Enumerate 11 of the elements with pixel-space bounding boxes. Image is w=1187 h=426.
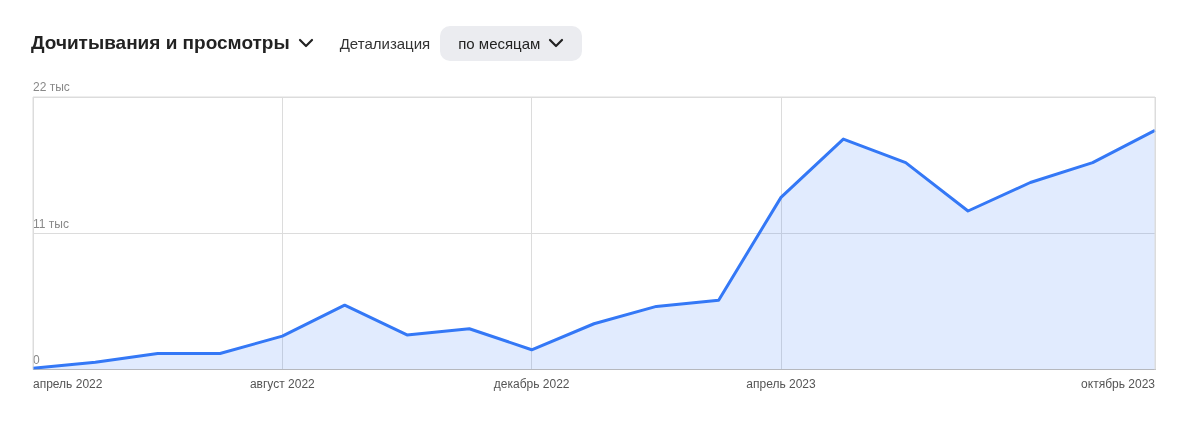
x-tick-label: август 2022 xyxy=(249,377,316,392)
y-tick-label: 0 xyxy=(33,352,40,367)
x-tick-label: апрель 2022 xyxy=(33,377,103,392)
chart-title: Дочитывания и просмотры xyxy=(31,32,290,54)
x-tick-label: апрель 2023 xyxy=(746,377,817,392)
text: Детализация xyxy=(339,34,431,52)
text: по месяцам xyxy=(458,34,541,52)
x-tick-label: декабрь 2022 xyxy=(493,377,570,392)
y-tick-label: 11 тыс xyxy=(33,216,69,231)
y-tick-label: 22 тыс xyxy=(33,80,70,95)
x-tick-label: октябрь 2023 xyxy=(1081,377,1156,392)
